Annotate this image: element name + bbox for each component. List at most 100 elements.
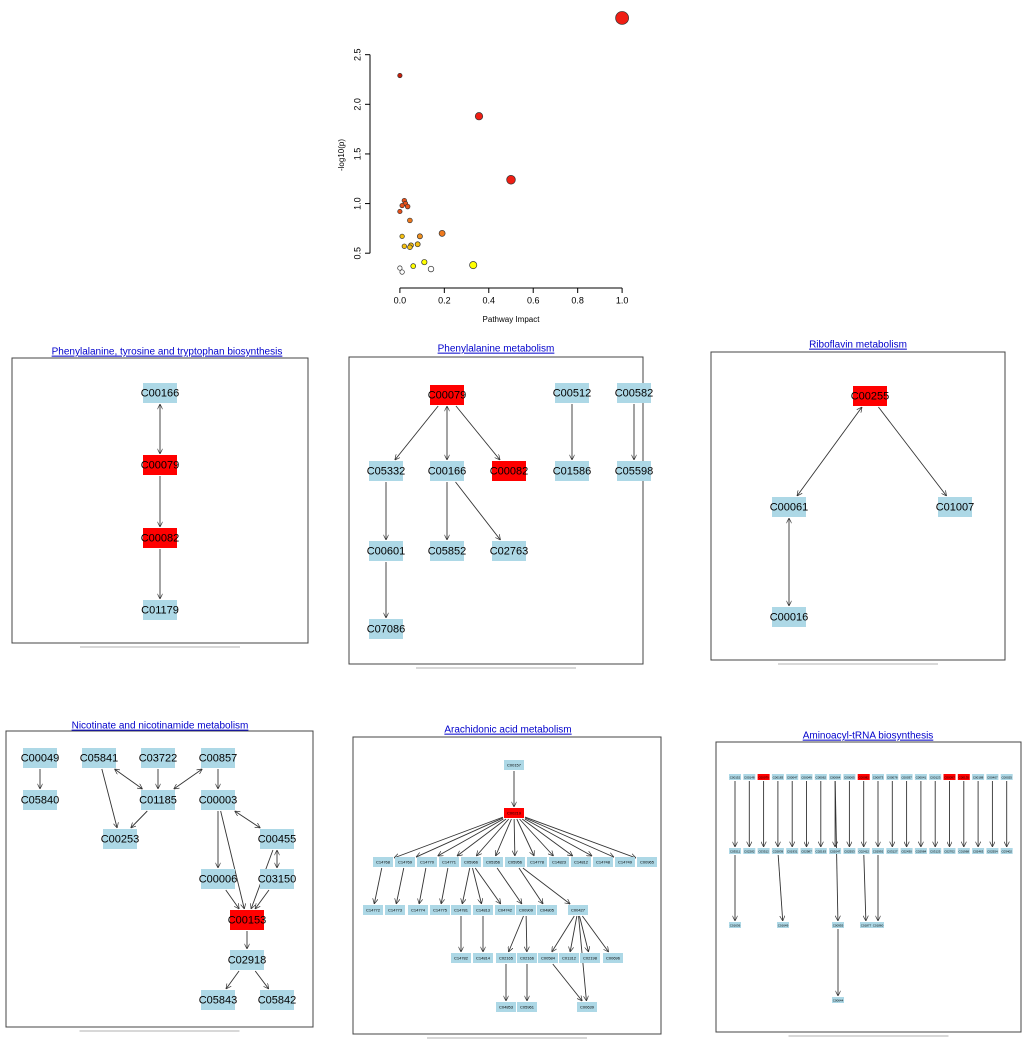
node-label: C14781	[454, 908, 469, 913]
node-label: C00135	[959, 775, 970, 779]
edge	[472, 867, 482, 904]
node	[800, 848, 813, 854]
node	[843, 848, 856, 854]
point	[506, 175, 516, 185]
node	[1000, 848, 1013, 854]
node-label: C00407	[987, 775, 998, 779]
node	[832, 922, 844, 928]
node	[230, 910, 264, 930]
panel-title[interactable]: Aminoacyl-tRNA biosynthesis	[803, 731, 934, 742]
pathway-panel: Arachidonic acid metabolism C00157 C00219 C…	[352, 725, 662, 1039]
node	[82, 748, 116, 768]
node-label: C00696	[606, 956, 621, 961]
node	[577, 1002, 597, 1012]
edge	[174, 769, 203, 789]
node-label: C00148	[744, 775, 755, 779]
node-label: C03125	[930, 849, 941, 853]
node-label: C00016	[770, 611, 809, 623]
node	[496, 1002, 516, 1012]
node	[929, 848, 942, 854]
node	[549, 857, 569, 867]
x-tick-label: 0.6	[527, 295, 540, 305]
node	[615, 857, 635, 867]
node-label: C02702	[944, 849, 955, 853]
node	[473, 905, 493, 915]
panel-title[interactable]: Riboflavin metabolism	[809, 340, 907, 351]
x-tick-label: 0.8	[571, 295, 584, 305]
node-label: C00188	[973, 775, 984, 779]
edge	[570, 915, 578, 952]
edge	[419, 867, 427, 904]
node-label: C00166	[428, 465, 467, 477]
node-label: C00183	[773, 775, 784, 779]
node	[743, 848, 756, 854]
edge	[226, 970, 240, 989]
node-label: C00455	[258, 833, 297, 845]
point	[438, 229, 446, 237]
node-label: C02047	[830, 849, 841, 853]
y-tick-label: 1.0	[352, 197, 362, 210]
node-label: C04853	[499, 1005, 514, 1010]
panel-title[interactable]: Phenylalanine metabolism	[438, 344, 555, 355]
node-label: C14774	[411, 908, 426, 913]
panel-frame	[11, 357, 309, 644]
node-label: C02282	[744, 849, 755, 853]
y-tick-label: 1.5	[352, 148, 362, 161]
y-tick-label: 2.0	[352, 98, 362, 111]
node	[201, 869, 235, 889]
pathway-panel: Phenylalanine metabolism C00079 C00512 C005…	[348, 344, 653, 669]
node-label: C14770	[420, 860, 435, 865]
node-label: C00123	[930, 775, 941, 779]
node-label: C00079	[428, 389, 467, 401]
point	[474, 112, 484, 121]
node	[143, 455, 177, 475]
node-label: C02430	[901, 849, 912, 853]
node	[363, 905, 383, 915]
panel-title[interactable]: Nicotinate and nicotinamide metabolism	[72, 721, 249, 732]
node-label: C00041	[916, 775, 927, 779]
node	[483, 857, 503, 867]
node-label: C00082	[858, 775, 869, 779]
pathway-panel: Phenylalanine, tyrosine and tryptophan b…	[11, 347, 309, 648]
node	[914, 848, 927, 854]
node	[430, 385, 464, 405]
x-tick-label: 1.0	[616, 295, 629, 305]
panel-title[interactable]: Phenylalanine, tyrosine and tryptophan b…	[52, 347, 283, 358]
edge	[101, 768, 117, 828]
edge	[519, 818, 554, 856]
node	[757, 774, 770, 780]
node-label: C02984	[916, 849, 927, 853]
node-label: C05966	[464, 860, 479, 865]
edge	[374, 867, 383, 904]
edge	[524, 818, 592, 857]
y-tick-label: 2.5	[352, 48, 362, 61]
node	[617, 383, 651, 403]
node	[872, 774, 884, 780]
panel-title[interactable]: Arachidonic acid metabolism	[444, 725, 571, 736]
node-label: C00857	[199, 752, 238, 764]
node	[637, 857, 657, 867]
node-label: C00037	[901, 775, 912, 779]
node	[800, 774, 813, 780]
node-label: C05956	[508, 860, 523, 865]
node	[537, 905, 557, 915]
node	[23, 790, 57, 810]
node	[504, 760, 524, 770]
point	[401, 243, 407, 249]
node-label: C00025	[1001, 775, 1012, 779]
node	[492, 541, 526, 561]
node	[538, 953, 558, 963]
node-label: C00073	[873, 775, 884, 779]
node	[729, 922, 741, 928]
edge	[395, 405, 439, 460]
node-label: C14749	[618, 860, 633, 865]
edge	[396, 867, 405, 904]
node	[886, 774, 899, 780]
point	[407, 217, 413, 224]
node	[568, 905, 588, 915]
node-label: C00049	[801, 775, 812, 779]
node	[505, 857, 525, 867]
x-tick-label: 0.2	[438, 295, 451, 305]
node	[451, 953, 471, 963]
node-label: C01877	[861, 923, 872, 927]
